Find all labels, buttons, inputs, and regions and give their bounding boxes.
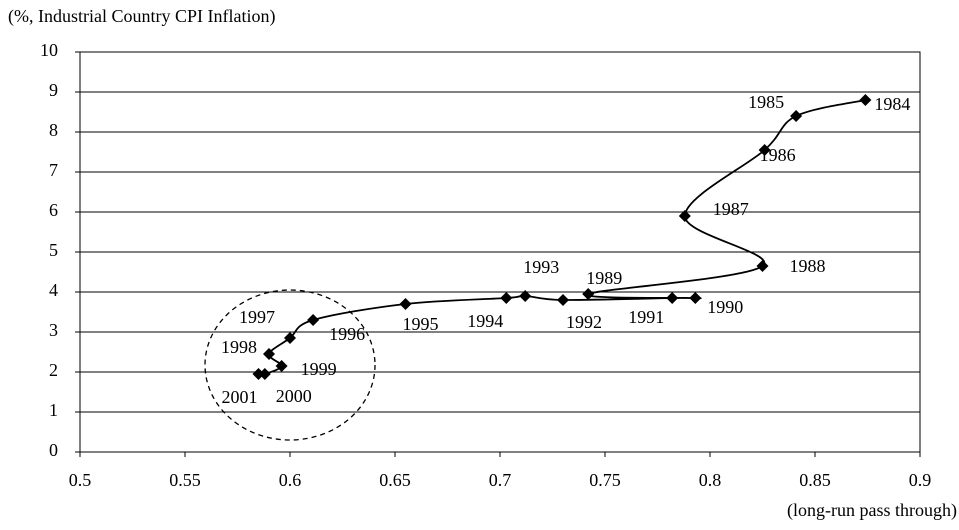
x-tick-label: 0.7 — [489, 470, 512, 490]
x-tick-label: 0.85 — [799, 470, 831, 490]
y-tick-label: 2 — [49, 360, 58, 380]
x-tick-label: 0.9 — [909, 470, 932, 490]
x-axis-title: (long-run pass through) — [787, 500, 957, 521]
x-tick-label: 0.75 — [589, 470, 621, 490]
data-point — [758, 144, 771, 156]
x-tick-label: 0.55 — [169, 470, 201, 490]
data-point — [756, 260, 769, 272]
point-label: 1996 — [329, 324, 365, 344]
plot-frame — [79, 51, 921, 453]
data-point — [666, 292, 679, 304]
point-label: 1984 — [874, 94, 910, 114]
point-label: 1985 — [748, 92, 784, 112]
data-point — [582, 288, 595, 300]
y-tick-label: 0 — [49, 440, 58, 460]
data-point — [859, 94, 872, 106]
data-point — [275, 360, 288, 372]
point-label: 1998 — [221, 337, 257, 357]
data-point — [557, 294, 569, 306]
point-label: 1988 — [790, 256, 826, 276]
point-label: 1986 — [760, 145, 796, 165]
y-tick-label: 8 — [49, 120, 58, 140]
point-label: 1987 — [713, 199, 749, 219]
point-label: 1990 — [707, 297, 743, 317]
x-tick-label: 0.8 — [699, 470, 722, 490]
y-tick-label: 1 — [49, 400, 58, 420]
point-label: 1989 — [586, 268, 622, 288]
point-label: 1991 — [628, 307, 664, 327]
y-tick-label: 6 — [49, 200, 58, 220]
highlight-circle — [204, 289, 376, 441]
data-point — [258, 368, 271, 380]
x-tick-label: 0.6 — [279, 470, 302, 490]
data-point — [500, 292, 513, 304]
data-point — [252, 368, 265, 380]
y-tick-label: 3 — [49, 320, 58, 340]
data-point — [263, 348, 275, 360]
y-tick-label: 10 — [40, 40, 58, 60]
data-point — [689, 292, 702, 304]
point-label: 1992 — [566, 312, 602, 332]
point-label: 1994 — [467, 311, 503, 331]
y-tick-label: 7 — [49, 160, 58, 180]
x-tick-label: 0.65 — [379, 470, 411, 490]
y-tick-label: 4 — [49, 280, 58, 300]
point-label: 1997 — [239, 307, 275, 327]
point-label: 1999 — [301, 359, 337, 379]
x-tick-label: 0.5 — [69, 470, 92, 490]
y-tick-label: 9 — [49, 80, 58, 100]
data-point — [399, 298, 412, 310]
point-label: 1995 — [403, 314, 439, 334]
y-tick-label: 5 — [49, 240, 58, 260]
data-point — [790, 110, 803, 122]
data-point — [284, 332, 296, 344]
data-point — [307, 314, 320, 326]
data-point — [678, 210, 691, 222]
data-point — [519, 290, 532, 302]
point-label: 2001 — [222, 387, 258, 407]
point-label: 2000 — [276, 386, 312, 406]
y-axis-title: (%, Industrial Country CPI Inflation) — [8, 6, 275, 27]
point-label: 1993 — [523, 257, 559, 277]
